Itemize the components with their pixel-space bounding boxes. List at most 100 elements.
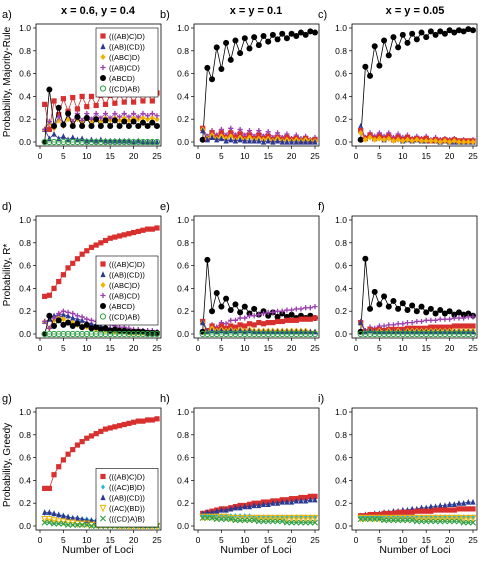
data-point (414, 136, 420, 143)
data-point (237, 322, 243, 328)
data-point (312, 138, 318, 145)
data-point (46, 118, 52, 125)
legend-marker (100, 33, 106, 39)
data-point (145, 113, 151, 119)
panel-label-d: d) (2, 201, 12, 213)
data-point (404, 320, 411, 326)
data-point (303, 316, 309, 322)
data-point (437, 139, 443, 145)
data-point (70, 134, 76, 141)
data-point (437, 28, 444, 35)
data-point (60, 457, 66, 463)
x-tick-label: 10 (82, 343, 92, 353)
data-point (107, 138, 114, 146)
data-point (149, 330, 156, 338)
data-point (144, 138, 151, 146)
data-point (209, 509, 215, 515)
data-point (413, 514, 421, 523)
data-point (414, 508, 420, 514)
data-point (218, 323, 224, 329)
data-point (255, 330, 262, 338)
data-point (246, 45, 253, 52)
legend-marker (100, 303, 106, 309)
data-point (60, 512, 66, 519)
data-point (88, 517, 95, 523)
data-point (46, 325, 52, 331)
data-point (64, 330, 72, 338)
data-point (218, 330, 225, 338)
legend-label: (((AC)B)D) (109, 483, 145, 492)
data-point (60, 121, 67, 128)
data-point (223, 506, 229, 513)
data-point (111, 117, 118, 124)
data-point (265, 137, 271, 144)
data-point (293, 330, 300, 338)
data-point (437, 316, 443, 322)
y-tick-label: 0.4 (177, 283, 189, 293)
data-point (130, 118, 137, 125)
xlabel-col1: Number of Loci (62, 544, 133, 556)
legend-marker (99, 504, 107, 513)
data-point (283, 330, 291, 338)
data-point (50, 330, 58, 338)
data-point (107, 123, 114, 130)
data-point (70, 314, 76, 321)
data-point (293, 306, 299, 312)
data-point (139, 119, 146, 126)
data-point (395, 305, 402, 312)
data-point (116, 330, 123, 338)
data-point (112, 110, 118, 117)
data-point (65, 513, 71, 520)
data-point (260, 310, 267, 317)
data-point (260, 138, 267, 145)
panel-d: d) 0.0 0.2 0.4 0.6 0.8 1.0 0 5 10 15 20 25 (((AB)C)D)… (2, 201, 162, 353)
y-tick-label: 0.4 (335, 91, 347, 101)
data-point (125, 138, 133, 146)
data-point (139, 138, 147, 146)
data-point (371, 43, 378, 50)
data-point (298, 138, 304, 145)
y-tick-label: 0.6 (335, 69, 347, 79)
data-point (371, 288, 378, 295)
data-point (46, 330, 53, 338)
data-point (218, 135, 224, 142)
data-point (264, 514, 272, 523)
data-point (278, 514, 286, 523)
data-point (470, 27, 476, 34)
data-point (237, 309, 244, 316)
data-point (270, 309, 276, 315)
y-tick-label: 0.6 (177, 453, 189, 463)
data-point (297, 29, 304, 36)
data-point (140, 227, 146, 233)
data-point (84, 435, 90, 441)
y-tick-label: 0.4 (19, 91, 31, 101)
x-tick-label: 0 (354, 535, 359, 545)
data-point (51, 520, 58, 527)
data-point (228, 130, 234, 136)
data-point (395, 517, 402, 524)
y-tick-label: 0.0 (335, 329, 347, 339)
data-point (292, 514, 300, 523)
data-point (311, 330, 319, 338)
series-d-5 (41, 330, 161, 338)
data-point (98, 240, 104, 246)
data-point (98, 428, 104, 434)
data-point (386, 135, 392, 142)
data-point (218, 66, 225, 73)
y-tick-label: 0.8 (19, 430, 31, 440)
data-point (274, 130, 281, 136)
data-point (385, 303, 392, 310)
data-point (307, 330, 314, 338)
data-point (46, 138, 53, 146)
data-point (447, 507, 453, 513)
data-point (130, 330, 137, 338)
y-tick-label: 0.2 (19, 498, 31, 508)
data-point (200, 319, 206, 326)
panel-b: b) 0.0 0.2 0.4 0.6 0.8 1.0 0 5 10 15 20 25 (160, 9, 320, 161)
data-point (241, 35, 248, 42)
data-point (399, 31, 406, 38)
data-point (46, 292, 52, 298)
data-point (302, 330, 309, 338)
data-point (65, 265, 71, 271)
data-point (399, 330, 406, 338)
